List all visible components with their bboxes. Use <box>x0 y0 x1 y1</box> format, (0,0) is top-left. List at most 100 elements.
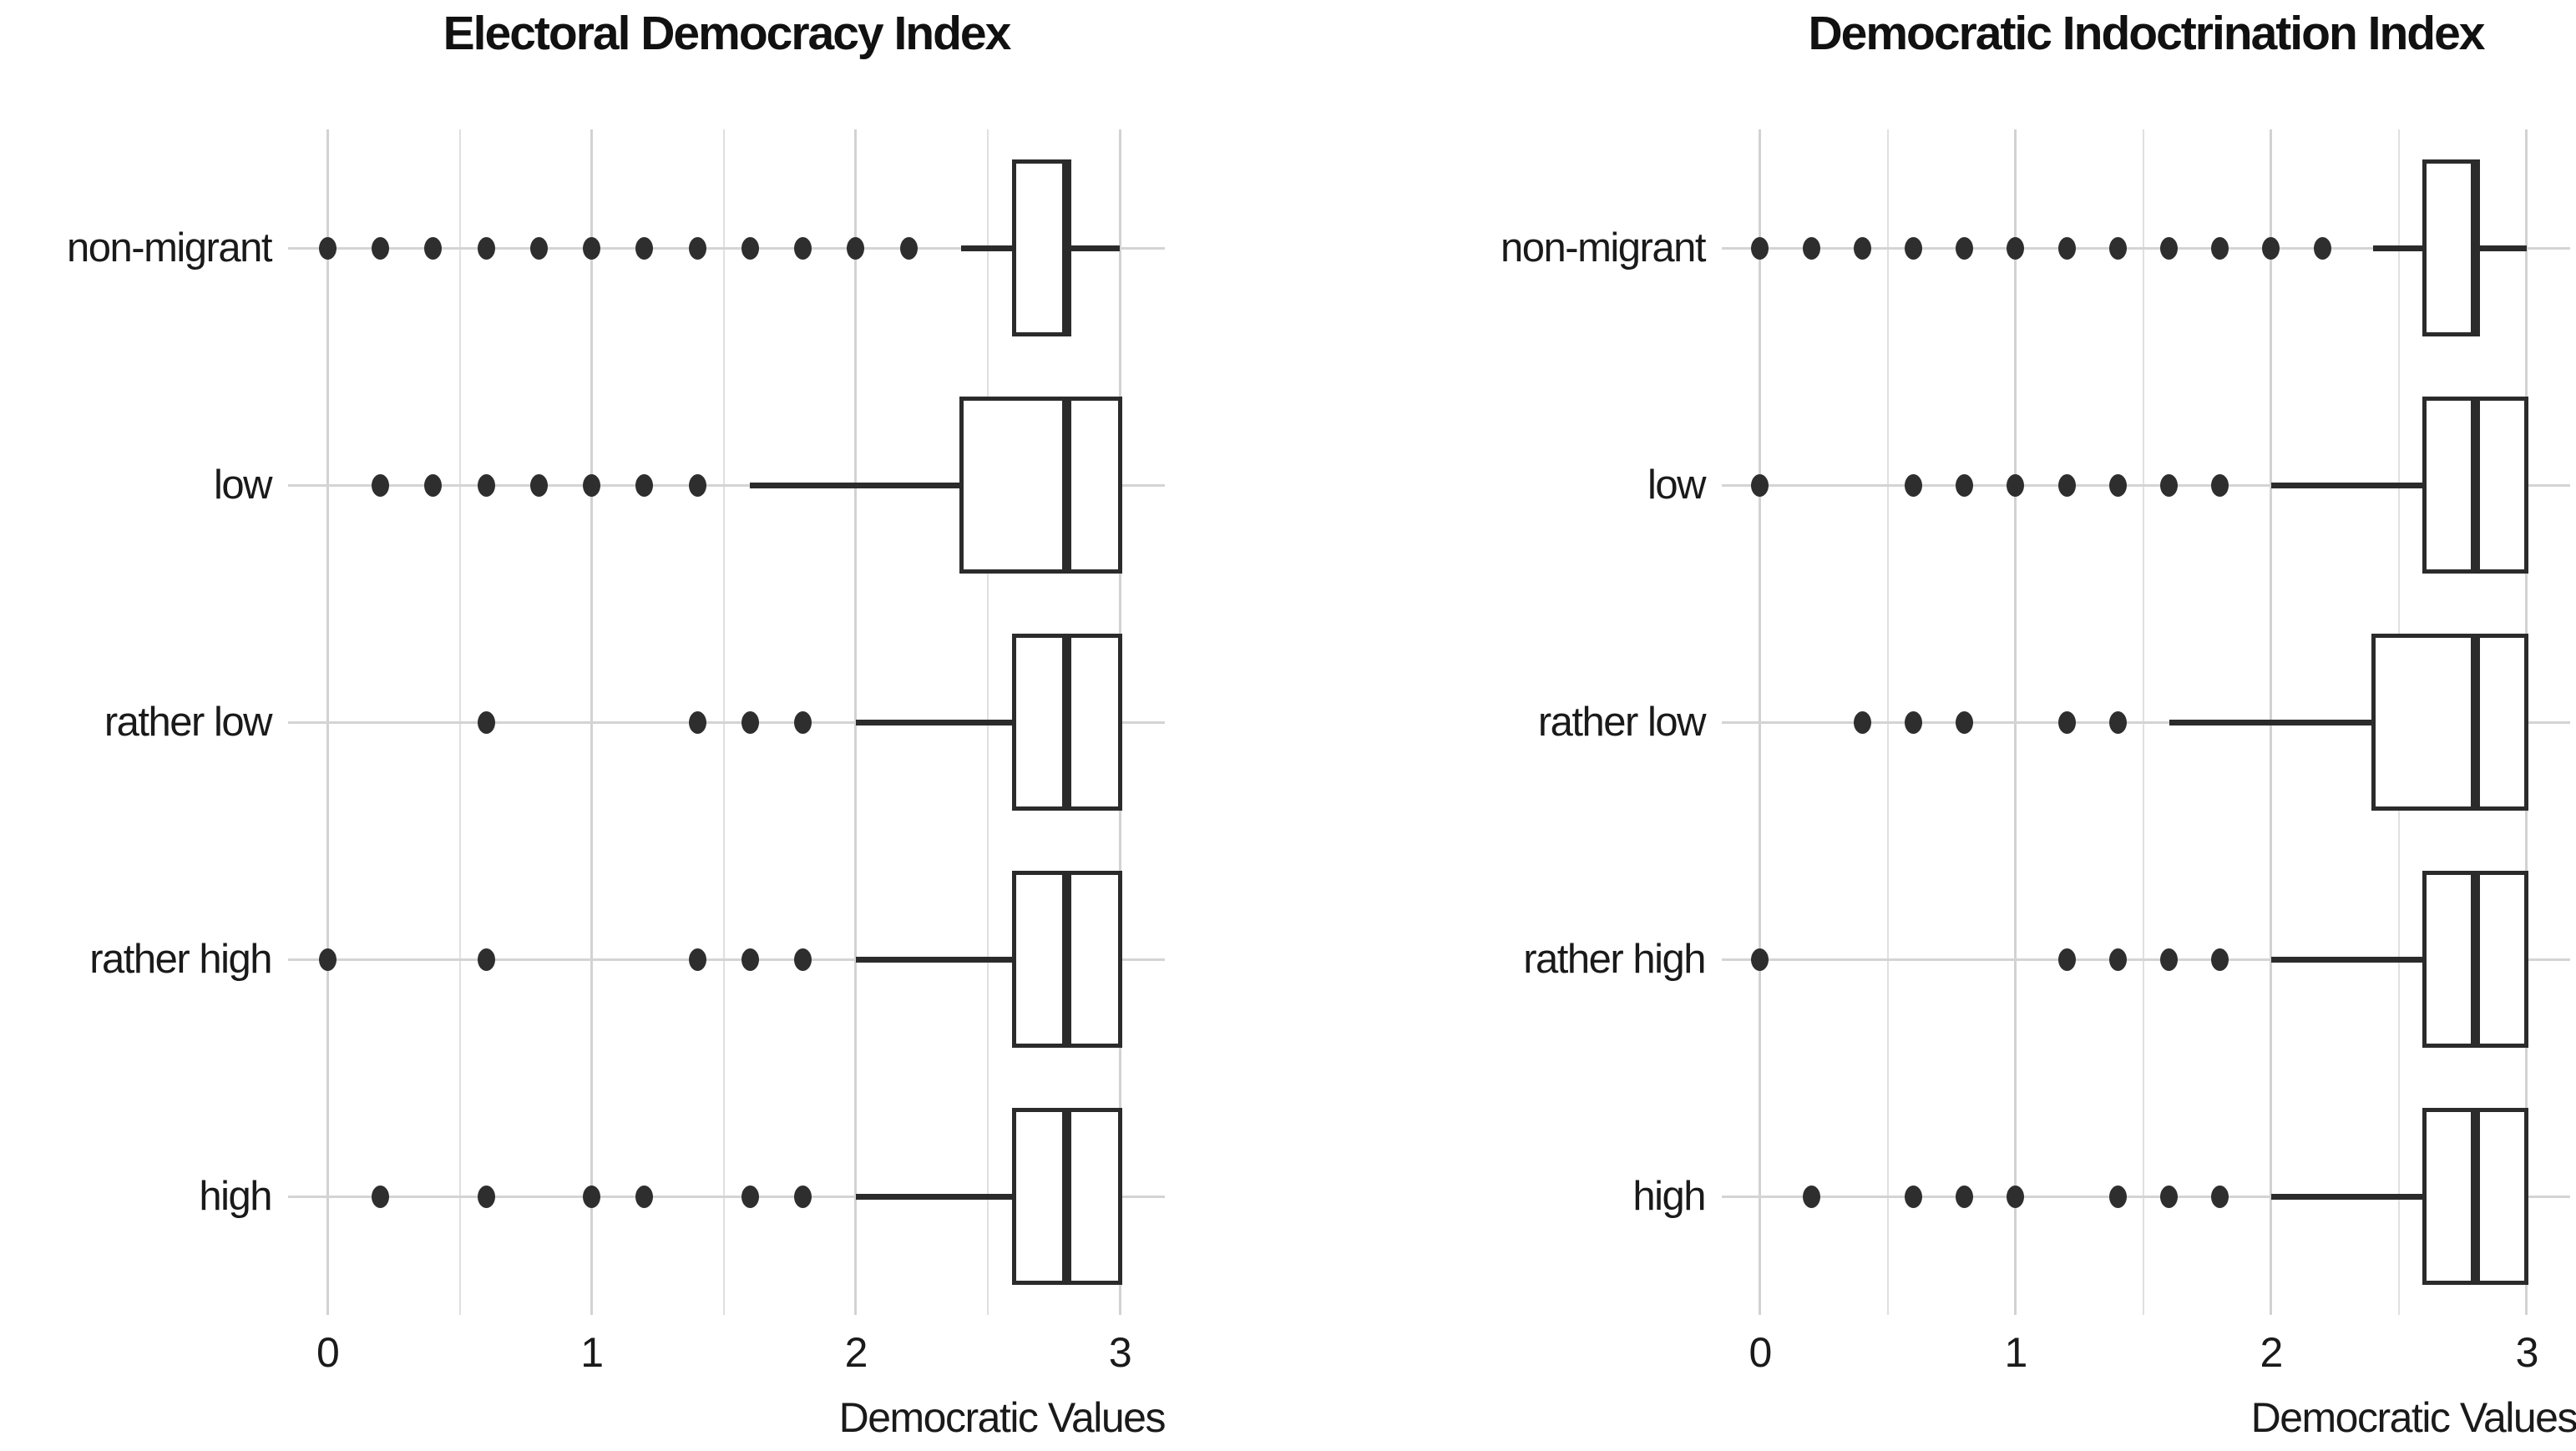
x-tick-label: 1 <box>2004 1329 2028 1376</box>
outlier-dot <box>2007 236 2025 260</box>
outlier-dot <box>794 948 812 971</box>
outlier-dot <box>2108 236 2127 260</box>
iqr-box <box>959 397 1122 574</box>
outlier-dot <box>1905 710 1923 734</box>
outlier-dot <box>2057 473 2076 497</box>
outlier-dot <box>477 948 495 971</box>
outlier-dot <box>2313 236 2331 260</box>
outlier-dot <box>794 710 812 734</box>
y-axis-label-rather-high: rather high <box>1523 937 1706 982</box>
whisker-low <box>2270 482 2425 488</box>
outlier-dot <box>1853 710 1871 734</box>
outlier-dot <box>2262 236 2280 260</box>
y-axis-label-rather-low: rather low <box>104 700 273 745</box>
x-axis-title-right: Democratic Values <box>2250 1394 2576 1441</box>
whisker-low <box>750 482 962 488</box>
outlier-dot <box>477 236 495 260</box>
outlier-dot <box>688 710 706 734</box>
outlier-dot <box>2211 1185 2229 1208</box>
median-line <box>1062 159 1072 336</box>
outlier-dot <box>372 236 390 260</box>
median-line <box>1062 397 1072 574</box>
outlier-dot <box>1802 236 1820 260</box>
outlier-dot <box>372 1185 390 1208</box>
plot-panel-left <box>288 129 1165 1315</box>
outlier-dot <box>1751 948 1769 971</box>
outlier-dot <box>583 473 601 497</box>
outlier-dot <box>741 948 759 971</box>
category-reference-line <box>288 483 1165 487</box>
outlier-dot <box>2160 948 2179 971</box>
category-reference-line <box>1722 720 2570 724</box>
outlier-dot <box>1802 1185 1820 1208</box>
outlier-dot <box>741 710 759 734</box>
median-line <box>2471 159 2481 336</box>
outlier-dot <box>318 948 337 971</box>
iqr-box <box>1012 159 1070 336</box>
x-tick-label: 3 <box>2515 1329 2539 1376</box>
outlier-dot <box>477 710 495 734</box>
whisker-low <box>961 245 1015 251</box>
median-line <box>2471 397 2481 574</box>
median-line <box>1062 634 1072 811</box>
whisker-low <box>855 719 1015 726</box>
whisker-low <box>855 1193 1015 1200</box>
category-reference-line <box>288 958 1165 961</box>
whisker-low <box>2270 956 2425 963</box>
category-reference-line <box>1722 1195 2570 1198</box>
outlier-dot <box>477 1185 495 1208</box>
outlier-dot <box>1956 710 1974 734</box>
iqr-box <box>2422 159 2478 336</box>
outlier-dot <box>372 473 390 497</box>
outlier-dot <box>688 236 706 260</box>
outlier-dot <box>529 236 548 260</box>
outlier-dot <box>794 1185 812 1208</box>
y-axis-label-non-migrant: non-migrant <box>1501 225 1706 270</box>
outlier-dot <box>2211 948 2229 971</box>
x-tick-label: 3 <box>1108 1329 1132 1376</box>
y-axis-label-low: low <box>1647 463 1707 508</box>
y-axis-label-non-migrant: non-migrant <box>67 225 272 270</box>
x-tick-label: 2 <box>844 1329 868 1376</box>
outlier-dot <box>635 236 654 260</box>
outlier-dot <box>2160 1185 2179 1208</box>
whisker-low <box>2169 719 2374 726</box>
outlier-dot <box>2160 236 2179 260</box>
outlier-dot <box>1905 1185 1923 1208</box>
outlier-dot <box>2007 473 2025 497</box>
outlier-dot <box>1956 1185 1974 1208</box>
outlier-dot <box>2057 236 2076 260</box>
y-axis-label-high: high <box>199 1174 272 1219</box>
chart-title-democratic-indoctrination: Democratic Indoctrination Index <box>1808 7 2486 60</box>
outlier-dot <box>1853 236 1871 260</box>
median-line <box>2471 634 2481 811</box>
y-axis-label-rather-low: rather low <box>1537 700 1707 745</box>
outlier-dot <box>635 473 654 497</box>
outlier-dot <box>1905 473 1923 497</box>
category-reference-line <box>1722 246 2570 250</box>
outlier-dot <box>899 236 918 260</box>
iqr-box <box>2371 634 2529 811</box>
x-tick-label: 0 <box>316 1329 340 1376</box>
x-tick-label: 1 <box>580 1329 604 1376</box>
outlier-dot <box>2108 473 2127 497</box>
median-line <box>2471 1108 2481 1285</box>
x-tick-label: 2 <box>2260 1329 2284 1376</box>
outlier-dot <box>741 236 759 260</box>
outlier-dot <box>2007 1185 2025 1208</box>
outlier-dot <box>2057 710 2076 734</box>
outlier-dot <box>1751 236 1769 260</box>
outlier-dot <box>424 236 443 260</box>
whisker-high <box>1066 245 1121 251</box>
outlier-dot <box>635 1185 654 1208</box>
outlier-dot <box>1905 236 1923 260</box>
x-axis-title-left: Democratic Values <box>838 1394 1167 1441</box>
outlier-dot <box>2160 473 2179 497</box>
chart-title-electoral-democracy: Electoral Democracy Index <box>443 7 1012 60</box>
outlier-dot <box>424 473 443 497</box>
whisker-high <box>2475 245 2527 251</box>
median-line <box>1062 871 1072 1048</box>
x-tick-label: 0 <box>1749 1329 1772 1376</box>
whisker-low <box>2373 245 2425 251</box>
